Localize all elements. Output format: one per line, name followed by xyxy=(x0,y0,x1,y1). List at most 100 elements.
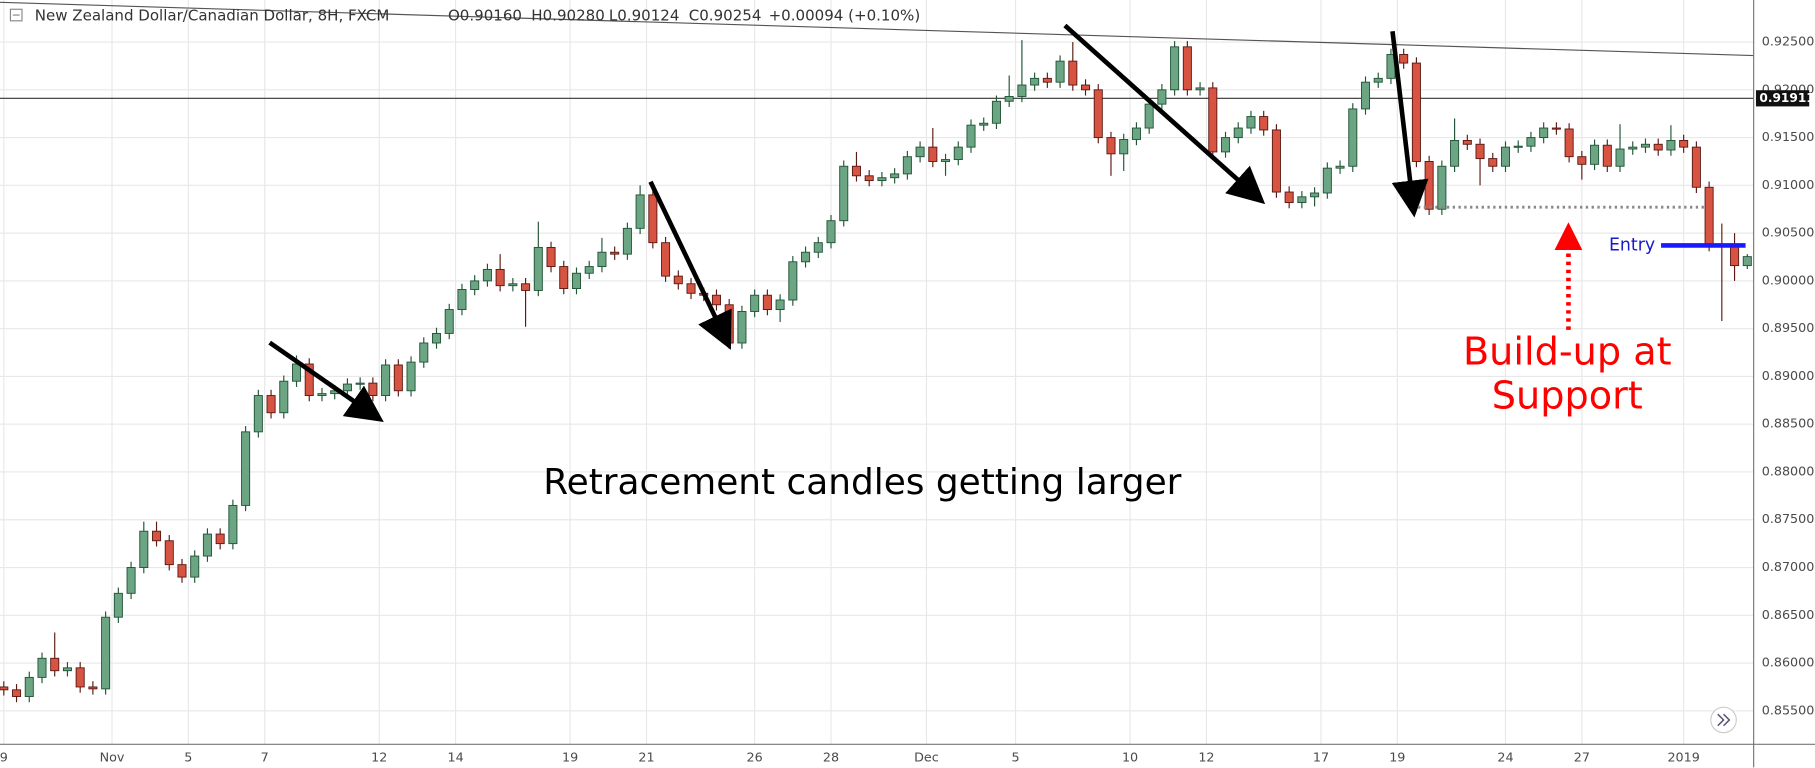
candle-body xyxy=(228,504,238,545)
candle-body xyxy=(1259,116,1269,131)
candle-body xyxy=(635,194,645,229)
x-tick-label: 7 xyxy=(261,751,269,766)
x-tick-label: Nov xyxy=(100,751,125,766)
candle-body xyxy=(1526,137,1536,147)
candle-body xyxy=(1246,116,1256,129)
candle-body xyxy=(342,383,352,392)
candle-body xyxy=(979,122,989,126)
x-tick-label: 21 xyxy=(638,751,654,766)
candle-body xyxy=(1322,167,1332,194)
y-tick-label: 0.86500 xyxy=(1762,608,1815,623)
candle-body xyxy=(788,261,798,301)
candle-body xyxy=(864,175,874,182)
candle-body xyxy=(1335,165,1345,169)
candle-body xyxy=(37,657,47,678)
candle-body xyxy=(966,124,976,148)
candle-body xyxy=(317,393,327,397)
x-tick-label: 27 xyxy=(1574,751,1590,766)
trend-line xyxy=(0,1,1754,57)
candle-body xyxy=(839,165,849,222)
candle-body xyxy=(1590,144,1600,165)
candle-body xyxy=(368,382,378,397)
candle-body xyxy=(190,555,200,578)
candle-body xyxy=(1042,77,1052,83)
drawings: Entry Build-up at Support Retracement ca… xyxy=(0,1,1754,503)
collapse-icon[interactable] xyxy=(9,8,23,22)
candle-body xyxy=(610,251,620,255)
candle-body xyxy=(241,431,251,506)
candle-body xyxy=(457,289,467,311)
candle-body xyxy=(546,246,556,268)
y-tick-label: 0.87000 xyxy=(1762,560,1815,575)
candle-body xyxy=(571,272,582,289)
candle-body xyxy=(355,382,365,385)
scroll-button[interactable] xyxy=(1710,706,1737,734)
candle-body xyxy=(1628,146,1638,150)
candle-body xyxy=(750,294,760,312)
candle-body xyxy=(1653,143,1663,151)
y-tick-label: 0.90000 xyxy=(1762,273,1815,288)
ohlc: H0.90280 xyxy=(531,7,604,25)
candle-body xyxy=(419,342,429,363)
candle-body xyxy=(673,275,683,285)
candle-body xyxy=(1488,158,1498,167)
candle-body xyxy=(1475,143,1485,160)
candle-body xyxy=(1106,137,1116,155)
candle-body xyxy=(1182,46,1192,91)
candle-body xyxy=(686,283,696,294)
candle-body xyxy=(431,332,442,344)
y-tick-label: 0.88500 xyxy=(1762,417,1815,432)
candle-body xyxy=(902,156,912,175)
candle-body xyxy=(1348,108,1358,167)
candle-body xyxy=(941,159,951,162)
candle-body xyxy=(1208,87,1218,153)
candle-body xyxy=(1284,191,1294,204)
candle-body xyxy=(915,146,925,158)
candle-body xyxy=(1602,144,1612,167)
candle-body xyxy=(164,540,174,566)
candle-body xyxy=(50,657,60,672)
ohlc: O0.90160 xyxy=(448,7,522,25)
candle-body xyxy=(177,564,187,578)
candle-body xyxy=(711,294,721,306)
candle-body xyxy=(826,220,836,244)
candle-body xyxy=(24,676,34,697)
candle-body xyxy=(1030,77,1040,86)
y-tick-label: 0.85500 xyxy=(1762,703,1815,718)
candle-body xyxy=(890,173,900,179)
x-tick-label: 26 xyxy=(747,751,763,766)
candle-body xyxy=(1004,96,1014,102)
candle-body xyxy=(801,251,811,263)
candle-body xyxy=(775,299,785,311)
x-tick-label: 24 xyxy=(1497,751,1513,766)
x-tick-label: 5 xyxy=(1011,751,1019,766)
arrow xyxy=(648,180,732,350)
candle-body xyxy=(12,689,22,697)
candle-body xyxy=(1704,186,1714,247)
candle-body xyxy=(1055,60,1065,83)
candle-body xyxy=(1399,53,1409,64)
candle-body xyxy=(1119,139,1129,155)
price-label: 0.91911 xyxy=(1759,91,1814,105)
x-tick-label: Dec xyxy=(914,751,939,766)
candle-body xyxy=(1742,256,1752,267)
candle-body xyxy=(253,395,263,433)
annotation: Build-up at xyxy=(1463,331,1672,375)
candle-body xyxy=(1233,127,1243,139)
candle-body xyxy=(1551,127,1561,130)
candle-body xyxy=(495,268,505,287)
candle-body xyxy=(1539,127,1549,139)
candle-body xyxy=(1437,165,1447,210)
price-label-box xyxy=(1755,90,1810,107)
candle-body xyxy=(266,395,276,414)
ohlc: C0.90254 xyxy=(689,7,762,25)
y-tick-label: 0.92500 xyxy=(1762,35,1815,50)
change: +0.00094 (+0.10%) xyxy=(769,7,921,25)
candle-body xyxy=(202,533,212,557)
candle-body xyxy=(393,364,403,392)
candle-body xyxy=(126,567,136,594)
candle-body xyxy=(1411,62,1421,162)
y-tick-label: 0.87500 xyxy=(1762,512,1815,527)
